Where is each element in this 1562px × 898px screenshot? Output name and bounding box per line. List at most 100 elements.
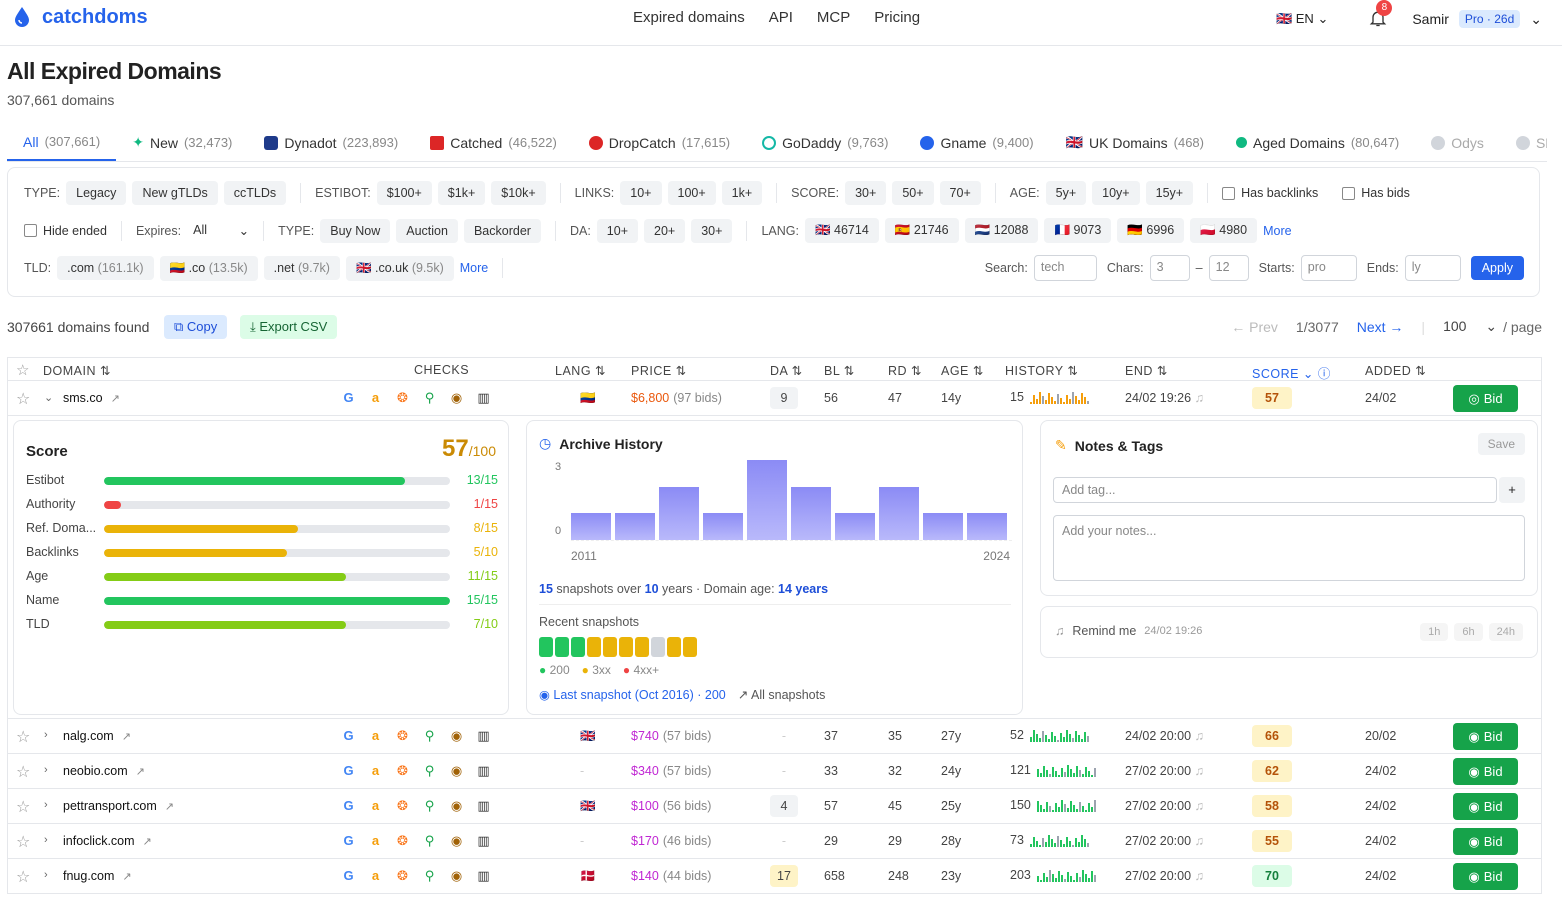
tab-aged-domains[interactable]: Aged Domains (80,647) xyxy=(1220,124,1415,161)
filter-lang-de[interactable]: 🇩🇪 6996 xyxy=(1117,218,1185,243)
copy-button[interactable]: ⧉ Copy xyxy=(164,315,228,339)
external-link-icon[interactable]: ↗ xyxy=(121,731,131,743)
snapshot-square[interactable] xyxy=(619,637,633,657)
filter-links-100[interactable]: 100+ xyxy=(667,181,716,205)
tab-dropcatch[interactable]: DropCatch (17,615) xyxy=(573,124,746,161)
add-tag-input[interactable]: Add tag... xyxy=(1053,477,1497,503)
add-tag-button[interactable]: + xyxy=(1499,477,1525,503)
snapshot-square[interactable] xyxy=(667,637,681,657)
tab-gname[interactable]: Gname (9,400) xyxy=(904,124,1049,161)
expand-chevron-icon[interactable]: › xyxy=(44,869,48,881)
remind-24h-button[interactable]: 24h xyxy=(1488,623,1523,641)
fire-icon[interactable]: ❂ xyxy=(397,868,408,883)
lookup-icon[interactable]: ◉ xyxy=(450,798,463,813)
archive-icon[interactable]: ▥ xyxy=(477,763,490,778)
expand-chevron-icon[interactable]: › xyxy=(44,834,48,846)
header-star-icon[interactable]: ☆ xyxy=(16,362,30,379)
lookup-icon[interactable]: ◉ xyxy=(450,868,463,883)
filter-estibot-10k[interactable]: $10k+ xyxy=(491,181,546,205)
google-icon[interactable]: G xyxy=(343,798,354,813)
google-icon[interactable]: G xyxy=(343,728,354,743)
per-page-select[interactable]: 100 ⌄ xyxy=(1443,318,1498,334)
archive-icon[interactable]: ▥ xyxy=(477,868,490,883)
bid-button[interactable]: ◎ Bid xyxy=(1453,385,1518,412)
filter-links-1k[interactable]: 1k+ xyxy=(721,181,763,205)
filter-lang-es[interactable]: 🇪🇸 21746 xyxy=(884,218,959,243)
bid-button[interactable]: ◉ Bid xyxy=(1453,758,1518,785)
col-end[interactable]: END ⇅ xyxy=(1125,364,1168,378)
filter-tld-net[interactable]: .net (9.7k) xyxy=(263,256,340,280)
external-link-icon[interactable]: ↗ xyxy=(135,766,145,778)
archive-icon[interactable]: ▥ xyxy=(477,728,490,743)
snapshot-square[interactable] xyxy=(571,637,585,657)
col-bl[interactable]: BL ⇅ xyxy=(824,364,855,378)
archive-icon[interactable]: ▥ xyxy=(477,833,490,848)
external-link-icon[interactable]: ↗ xyxy=(110,393,120,405)
search-icon[interactable]: ⚲ xyxy=(424,868,435,883)
snapshot-square[interactable] xyxy=(587,637,601,657)
tab-new[interactable]: ✦ New (32,473) xyxy=(132,134,233,151)
filter-da-30[interactable]: 30+ xyxy=(691,218,733,243)
filter-cctlds[interactable]: ccTLDs xyxy=(223,181,287,205)
domain-name[interactable]: neobio.com xyxy=(63,764,128,778)
snapshot-square[interactable] xyxy=(635,637,649,657)
nav-expired-domains[interactable]: Expired domains xyxy=(633,9,745,26)
domain-name[interactable]: pettransport.com xyxy=(63,799,157,813)
bid-button[interactable]: ◉ Bid xyxy=(1453,723,1518,750)
bid-button[interactable]: ◉ Bid xyxy=(1453,828,1518,855)
notes-textarea[interactable]: Add your notes... xyxy=(1053,515,1525,581)
snapshot-square[interactable] xyxy=(603,637,617,657)
filter-score-50[interactable]: 50+ xyxy=(892,181,934,205)
col-lang[interactable]: LANG ⇅ xyxy=(555,364,606,378)
fire-icon[interactable]: ❂ xyxy=(397,763,408,778)
user-name[interactable]: Samir xyxy=(1412,11,1449,27)
col-rd[interactable]: RD ⇅ xyxy=(888,364,923,378)
apply-button[interactable]: Apply xyxy=(1470,256,1524,280)
filter-age-5[interactable]: 5y+ xyxy=(1045,181,1087,205)
external-link-icon[interactable]: ↗ xyxy=(164,801,175,813)
filter-lang-nl[interactable]: 🇳🇱 12088 xyxy=(964,218,1039,243)
favorite-star-icon[interactable]: ☆ xyxy=(16,391,31,408)
collapse-chevron-icon[interactable]: ⌄ xyxy=(44,392,54,404)
filter-tld-com[interactable]: .com (161.1k) xyxy=(57,256,154,280)
remind-1h-button[interactable]: 1h xyxy=(1420,623,1449,641)
has-bids-checkbox[interactable] xyxy=(1342,186,1356,200)
filter-tld-couk[interactable]: 🇬🇧 .co.uk (9.5k) xyxy=(345,255,454,281)
col-price[interactable]: PRICE ⇅ xyxy=(631,364,687,378)
tab-dynadot[interactable]: Dynadot (223,893) xyxy=(248,124,414,161)
lang-more-link[interactable]: More xyxy=(1263,223,1292,238)
amazon-icon[interactable]: a xyxy=(371,728,380,743)
col-age[interactable]: AGE ⇅ xyxy=(941,364,984,378)
filter-tld-co[interactable]: 🇨🇴 .co (13.5k) xyxy=(159,255,258,281)
logo[interactable]: catchdoms xyxy=(10,5,148,29)
filter-lang-fr[interactable]: 🇫🇷 9073 xyxy=(1044,218,1112,243)
search-icon[interactable]: ⚲ xyxy=(424,390,435,405)
chars-min-input[interactable]: 3 xyxy=(1149,255,1190,281)
domain-name[interactable]: nalg.com xyxy=(63,729,114,743)
domain-name[interactable]: sms.co xyxy=(63,391,103,405)
favorite-star-icon[interactable]: ☆ xyxy=(16,834,31,851)
notifications-bell-icon[interactable]: 8 xyxy=(1368,0,1393,30)
expand-chevron-icon[interactable]: › xyxy=(44,799,48,811)
search-icon[interactable]: ⚲ xyxy=(424,728,435,743)
amazon-icon[interactable]: a xyxy=(371,833,380,848)
starts-input[interactable]: pro xyxy=(1300,255,1357,281)
domain-name[interactable]: fnug.com xyxy=(63,869,115,883)
filter-age-15[interactable]: 15y+ xyxy=(1145,181,1194,205)
col-da[interactable]: DA ⇅ xyxy=(770,364,803,378)
language-selector[interactable]: 🇬🇧 EN ⌄ xyxy=(1275,11,1329,26)
search-icon[interactable]: ⚲ xyxy=(424,833,435,848)
filter-links-10[interactable]: 10+ xyxy=(620,181,662,205)
external-link-icon[interactable]: ↗ xyxy=(122,871,132,883)
last-snapshot-link[interactable]: ◉ Last snapshot (Oct 2016) · 200 xyxy=(539,688,726,702)
search-icon[interactable]: ⚲ xyxy=(424,763,435,778)
expand-chevron-icon[interactable]: › xyxy=(44,764,48,776)
amazon-icon[interactable]: a xyxy=(371,868,380,883)
fire-icon[interactable]: ❂ xyxy=(397,728,408,743)
snapshot-square[interactable] xyxy=(555,637,569,657)
chars-max-input[interactable]: 12 xyxy=(1208,255,1249,281)
tld-more-link[interactable]: More xyxy=(459,261,489,275)
